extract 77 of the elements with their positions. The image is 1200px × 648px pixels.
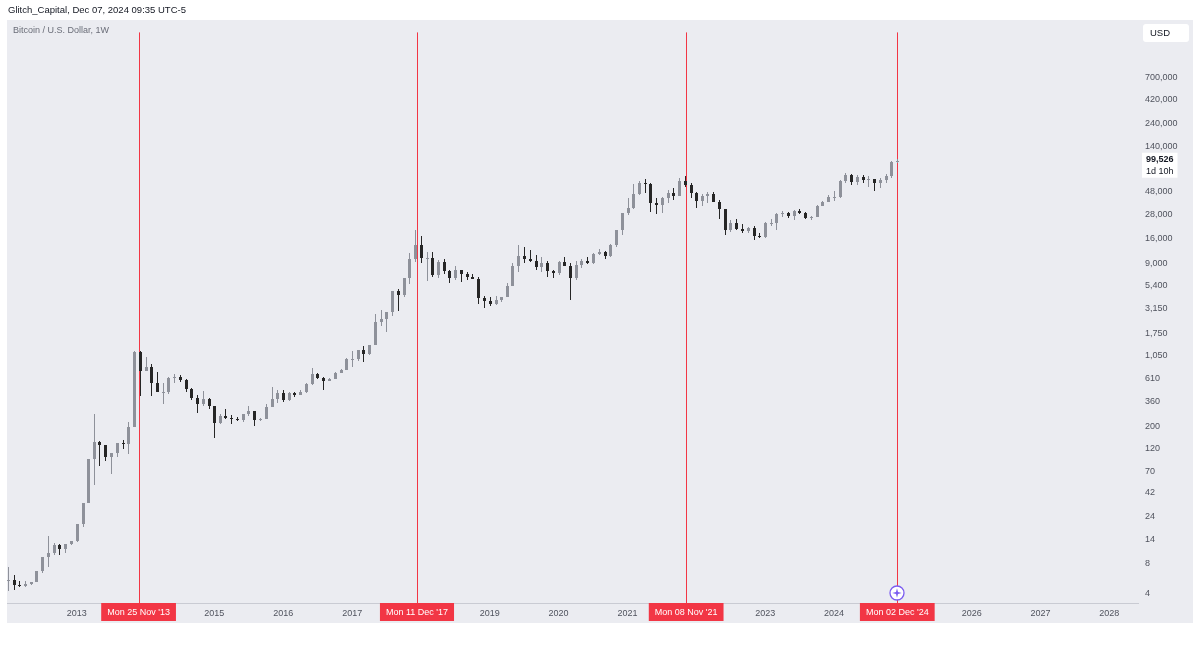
y-tick-label: 420,000 [1145,93,1178,104]
candlestick [110,452,113,475]
x-tick-label: 2021 [617,607,638,618]
x-tick-label: 2016 [273,607,294,618]
candlestick [82,502,85,528]
candlestick [385,311,388,333]
x-tick-label: 2013 [66,607,87,618]
candlestick [7,566,10,592]
x-tick-label: 2019 [479,607,500,618]
candlestick [420,235,423,264]
candlestick [569,262,572,301]
y-tick-label: 48,000 [1145,186,1173,197]
y-tick-label: 42 [1145,487,1156,498]
x-tick-label: 2020 [548,607,569,618]
ref-line-label: Mon 08 Nov '21 [654,606,718,617]
candlestick [150,363,153,397]
candlestick [47,535,50,568]
y-tick-label: 120 [1145,442,1161,453]
x-tick-label: 2024 [823,607,844,618]
text: 1d 10h [1146,166,1174,177]
y-tick-label: 28,000 [1145,209,1173,220]
candlestick [403,277,406,298]
candlestick [718,199,721,220]
candlestick [374,313,377,346]
candlestick [391,290,394,317]
candlestick [517,244,520,273]
candlestick [431,251,434,278]
candlestick [867,175,870,188]
candlestick [98,440,101,467]
candlestick [644,178,647,194]
y-tick-label: 16,000 [1145,233,1173,244]
text: Glitch_Capital, Dec 07, 2024 09:35 UTC-5 [8,4,186,16]
ref-line-label: Mon 11 Dec '17 [385,606,449,617]
candlestick [351,350,354,368]
candlestick [621,212,624,236]
y-tick-label: 1,750 [1145,327,1168,338]
y-tick-label: 9,000 [1145,257,1168,268]
candlestick [162,382,165,405]
chart-title: Bitcoin / U.S. Dollar, 1W [13,25,110,36]
y-tick-label: 70 [1145,465,1156,476]
y-tick-label: 3,150 [1145,302,1168,313]
candlestick [139,350,142,397]
x-tick-label: 2023 [755,607,776,618]
candlestick [414,229,417,263]
y-tick-label: 14 [1145,534,1156,545]
y-tick-label: 8 [1145,558,1151,569]
candlestick [408,252,411,285]
x-tick-label: 2015 [204,607,225,618]
candlestick [649,182,652,213]
y-axis-title: USD [1143,24,1189,42]
candlestick [127,421,130,455]
y-tick-label: 700,000 [1145,71,1178,82]
candlestick [575,260,578,281]
candlestick [477,276,480,305]
candlestick [93,413,96,486]
ref-line-label: Mon 25 Nov '13 [107,606,170,617]
x-tick-label: 2026 [961,607,982,618]
y-tick-label: 200 [1145,420,1161,431]
candlestick [397,288,400,312]
x-tick-label: 2028 [1099,607,1120,618]
candlestick [632,183,635,210]
candlestick [213,405,216,439]
y-tick-label: 1,050 [1145,349,1168,360]
y-tick-label: 360 [1145,395,1161,406]
candlestick [833,190,836,202]
candlestick [426,251,429,282]
y-tick-label: 24 [1145,511,1156,522]
y-tick-label: 240,000 [1145,117,1178,128]
y-tick-label: 610 [1145,373,1161,383]
ref-line-label: Mon 02 Dec '24 [865,606,929,617]
y-tick-label: 140,000 [1145,140,1178,151]
x-tick-label: 2017 [342,607,363,618]
x-tick-label: 2027 [1030,607,1051,618]
text: 99,526 [1146,154,1174,165]
candlestick [724,208,727,236]
y-tick-label: 4 [1145,587,1151,598]
y-tick-label: 5,400 [1145,279,1168,290]
